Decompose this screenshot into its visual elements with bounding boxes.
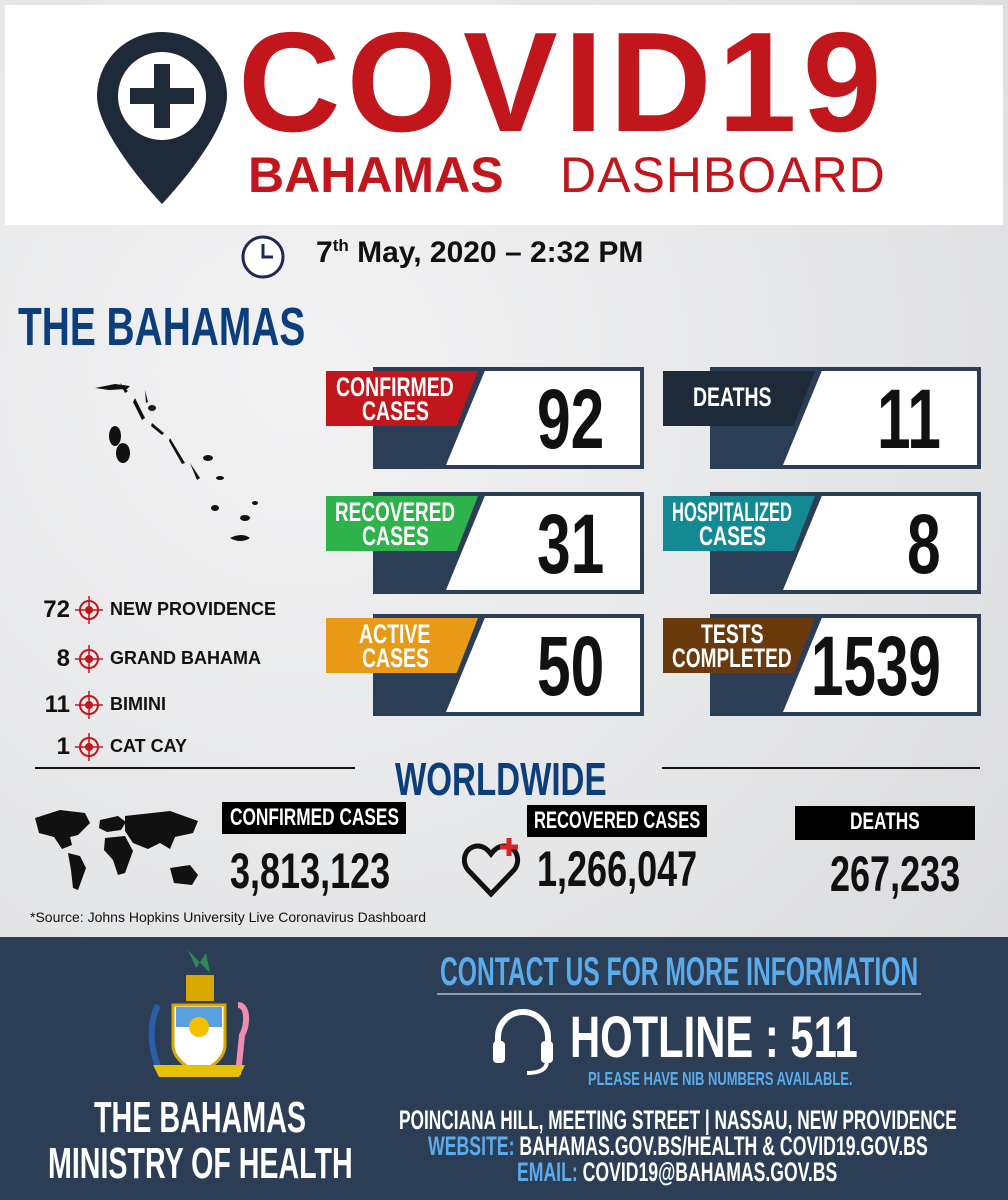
contact-heading: CONTACT US FOR MORE INFORMATION — [437, 951, 921, 995]
nib-notice: PLEASE HAVE NIB NUMBERS AVAILABLE. — [587, 1069, 853, 1089]
card-label: CONFIRMED CASES — [326, 371, 478, 426]
target-icon — [75, 733, 103, 761]
website-line: WEBSITE: BAHAMAS.GOV.BS/HEALTH & COVID19… — [427, 1131, 928, 1161]
worldwide-deaths-label: DEATHS — [795, 806, 975, 840]
card-value: 11 — [877, 372, 942, 466]
worldwide-deaths-value: 267,233 — [830, 846, 961, 902]
card-tests-completed: TESTS COMPLETED 1539 — [663, 614, 981, 716]
card-hospitalized-cases: HOSPITALIZED CASES 8 — [663, 492, 981, 594]
headset-icon — [493, 1009, 553, 1075]
subtitle-bahamas: BAHAMAS — [248, 147, 504, 203]
website-link[interactable]: BAHAMAS.GOV.BS/HEALTH & COVID19.GOV.BS — [519, 1131, 928, 1161]
divider — [662, 767, 980, 769]
card-value: 92 — [536, 372, 604, 466]
footer-contact: THE BAHAMAS MINISTRY OF HEALTH CONTACT US… — [0, 937, 1008, 1200]
update-timestamp: 7th May, 2020 – 2:32 PM — [316, 236, 644, 269]
card-value: 1539 — [811, 619, 942, 713]
card-value: 50 — [536, 619, 604, 713]
source-note: *Source: Johns Hopkins University Live C… — [30, 909, 427, 925]
worldwide-recovered-value: 1,266,047 — [537, 841, 698, 897]
card-value: 8 — [907, 497, 942, 591]
card-recovered-cases: RECOVERED CASES 31 — [326, 492, 644, 594]
card-label: HOSPITALIZED CASES — [663, 496, 815, 551]
target-icon — [75, 691, 103, 719]
email-line: EMAIL: COVID19@BAHAMAS.GOV.BS — [517, 1157, 838, 1187]
card-label: RECOVERED CASES — [326, 496, 478, 551]
card-label: TESTS COMPLETED — [663, 618, 815, 673]
email-link[interactable]: COVID19@BAHAMAS.GOV.BS — [582, 1157, 838, 1187]
address: POINCIANA HILL, MEETING STREET | NASSAU,… — [398, 1105, 957, 1135]
section-title-worldwide: WORLDWIDE — [395, 753, 607, 805]
divider — [35, 767, 355, 769]
worldwide-confirmed-label: CONFIRMED CASES — [222, 802, 406, 834]
location-pin-plus-icon — [97, 32, 227, 204]
worldwide-recovered-label: RECOVERED CASES — [527, 805, 707, 837]
card-label: DEATHS — [663, 371, 815, 426]
subtitle-dashboard: DASHBOARD — [560, 147, 886, 203]
dashboard-title: COVID19 — [238, 3, 888, 162]
target-icon — [75, 645, 103, 673]
bahamas-map — [95, 383, 258, 541]
card-deaths: DEATHS 11 — [663, 367, 981, 469]
card-value: 31 — [536, 497, 604, 591]
clock-icon — [241, 235, 285, 279]
card-label: ACTIVE CASES — [326, 618, 478, 673]
card-active-cases: ACTIVE CASES 50 — [326, 614, 644, 716]
ministry-name: THE BAHAMAS MINISTRY OF HEALTH — [47, 1093, 353, 1188]
world-map-icon — [35, 810, 198, 890]
hotline-number[interactable]: HOTLINE : 511 — [570, 1005, 858, 1070]
target-icon — [75, 596, 103, 624]
coat-of-arms-emblem — [148, 950, 250, 1077]
card-confirmed-cases: CONFIRMED CASES 92 — [326, 367, 644, 469]
heart-plus-icon — [462, 838, 521, 898]
section-title-bahamas: THE BAHAMAS — [18, 297, 306, 357]
worldwide-confirmed-value: 3,813,123 — [230, 843, 391, 899]
